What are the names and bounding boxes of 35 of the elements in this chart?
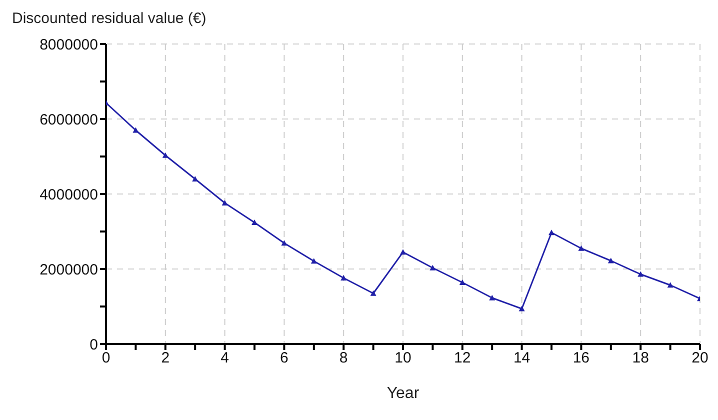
point xyxy=(340,275,347,280)
point xyxy=(518,306,525,312)
point xyxy=(667,282,674,288)
y-tick-label: 8000000 xyxy=(40,36,98,54)
point xyxy=(638,271,644,277)
point xyxy=(608,258,614,264)
y-tick-label: 0 xyxy=(90,336,98,354)
x-tick-label: 6 xyxy=(280,350,288,367)
point xyxy=(222,200,228,206)
point xyxy=(459,280,466,285)
point xyxy=(252,220,258,225)
x-tick-label: 4 xyxy=(220,350,229,367)
x-tick-label: 18 xyxy=(632,350,649,367)
y-axis-title: Discounted residual value (€) xyxy=(12,10,206,27)
y-tick-label: 6000000 xyxy=(40,111,98,128)
point xyxy=(310,258,317,264)
x-tick-label: 14 xyxy=(513,350,530,367)
x-tick-label: 10 xyxy=(394,350,412,367)
point xyxy=(162,152,168,158)
point xyxy=(489,294,496,300)
point xyxy=(430,264,436,270)
x-tick-label: 8 xyxy=(339,350,348,367)
point xyxy=(578,245,584,251)
x-tick-label: 12 xyxy=(454,350,471,367)
point xyxy=(400,249,406,255)
point xyxy=(281,240,288,246)
point xyxy=(548,230,554,236)
x-tick-label: 20 xyxy=(692,350,708,367)
y-tick-label: 4000000 xyxy=(40,186,98,204)
x-axis-title: Year xyxy=(386,385,420,402)
x-tick-label: 16 xyxy=(572,350,590,367)
x-tick-label: 2 xyxy=(161,350,170,367)
x-tick-label: 0 xyxy=(102,350,110,367)
point xyxy=(370,290,376,296)
y-tick-label: 2000000 xyxy=(40,261,98,278)
